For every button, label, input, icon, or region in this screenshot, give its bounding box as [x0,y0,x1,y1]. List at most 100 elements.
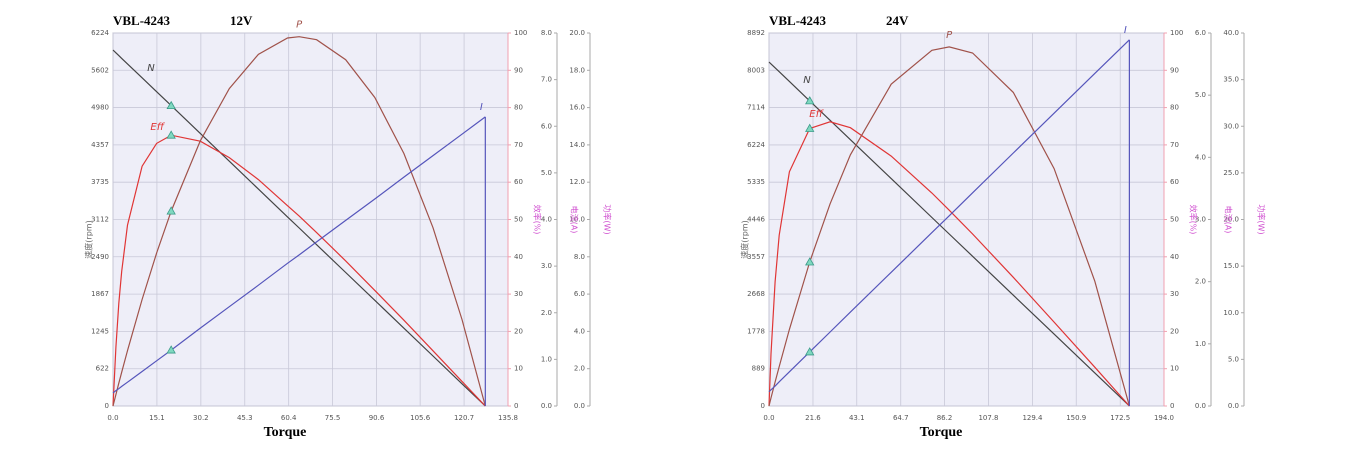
x-tick-label: 64.7 [893,414,909,422]
x-tick-label: 90.6 [369,414,385,422]
x-tick-label: 75.5 [325,414,341,422]
y4-tick-label: 12.0 [569,178,585,186]
x-tick-label: 43.1 [849,414,865,422]
y3-tick-label: 3.0 [541,262,552,270]
x-tick-label: 86.2 [937,414,953,422]
y4-tick-label: 10.0 [1223,309,1239,317]
y2-tick-label: 30 [1170,290,1179,298]
y4-tick-label: 16.0 [569,104,585,112]
marker [805,347,815,356]
y2-tick-label: 70 [514,141,523,149]
axis-title: 功率(W) [603,204,613,234]
series-line [112,36,486,407]
y-tick-label: 3557 [747,253,765,261]
y4-tick-label: 20.0 [1223,216,1239,224]
y4-tick-label: 18.0 [569,66,585,74]
y2-tick-label: 40 [514,253,523,261]
y-tick-label: 0 [761,402,765,410]
y-tick-label: 1867 [91,290,109,298]
y-tick-label: 8892 [747,29,765,37]
marker [805,96,815,105]
series-label: I [480,102,483,113]
chart-title: VBL-4243 [769,13,827,28]
series-label: Eff [150,122,165,133]
series-line [112,116,486,394]
series-label: N [147,63,155,74]
y4-tick-label: 35.0 [1223,76,1239,84]
marker [166,130,176,139]
y-axis-title: 速度(rpm) [84,220,94,258]
y3-tick-label: 0.0 [1195,402,1206,410]
chart-subtitle: 24V [886,13,909,28]
y3-tick-label: 1.0 [541,355,552,363]
y3-tick-label: 5.0 [541,169,552,177]
x-tick-label: 105.6 [410,414,431,422]
y4-tick-label: 20.0 [569,29,585,37]
y3-tick-label: 5.0 [1195,91,1206,99]
y2-tick-label: 50 [514,216,523,224]
y2-tick-label: 90 [1170,66,1179,74]
x-tick-label: 0.0 [107,414,118,422]
y4-tick-label: 8.0 [574,253,585,261]
y-tick-label: 6224 [747,141,765,149]
y-tick-label: 4357 [91,141,109,149]
y2-tick-label: 70 [1170,141,1179,149]
y2-tick-label: 10 [514,365,523,373]
chart: 0.0 15.1 30.2 45.3 60.4 75.5 90.6 105.6 120.7 135… [84,13,613,440]
y3-tick-label: 3.0 [1195,216,1206,224]
x-tick-label: 15.1 [149,414,165,422]
x-tick-label: 60.4 [281,414,297,422]
y4-tick-label: 0.0 [1228,402,1239,410]
x-tick-label: 120.7 [454,414,474,422]
x-tick-label: 129.4 [1022,414,1043,422]
y4-tick-label: 40.0 [1223,29,1239,37]
y4-tick-label: 2.0 [574,365,585,373]
y-tick-label: 3735 [91,178,109,186]
x-tick-label: 45.3 [237,414,253,422]
axis-title: 电流(A) [1224,206,1234,234]
y-tick-label: 3112 [91,216,109,224]
series-label: P [946,30,953,41]
series-line [768,61,1130,407]
axis-title: 效率(%) [1189,205,1199,235]
series-label: P [296,20,303,31]
y2-tick-label: 20 [514,327,523,335]
x-tick-label: 21.6 [805,414,821,422]
series-line [768,46,1130,407]
series-label: I [1124,25,1127,36]
y3-tick-label: 1.0 [1195,340,1206,348]
y4-tick-label: 14.0 [569,141,585,149]
y2-tick-label: 80 [1170,104,1179,112]
series-line [768,39,1130,393]
y-tick-label: 1778 [747,327,765,335]
marker [805,257,815,266]
y2-tick-label: 50 [1170,216,1179,224]
series-label: N [803,75,811,86]
marker [166,100,176,110]
y4-tick-label: 4.0 [574,327,585,335]
y3-tick-label: 2.0 [541,309,552,317]
x-axis-title: Torque [920,425,963,440]
y-tick-label: 2490 [91,253,109,261]
y-tick-label: 622 [96,365,109,373]
y2-tick-label: 100 [1170,29,1183,37]
y-tick-label: 2668 [747,290,765,298]
series-line [112,49,486,407]
axis-title: 效率(%) [533,205,543,235]
y3-tick-label: 4.0 [1195,153,1206,161]
y4-tick-label: 10.0 [569,216,585,224]
marker [166,206,176,215]
x-axis-title: Torque [264,425,307,440]
y4-tick-label: 0.0 [574,402,585,410]
chart-subtitle: 12V [230,13,253,28]
y-tick-label: 5602 [91,66,109,74]
series-line [768,121,1130,407]
series-label: Eff [809,109,824,120]
y3-tick-label: 6.0 [1195,29,1206,37]
x-tick-label: 172.5 [1110,414,1130,422]
x-tick-label: 194.0 [1154,414,1174,422]
y2-tick-label: 90 [514,66,523,74]
x-tick-label: 0.0 [763,414,774,422]
axis-title: 电流(A) [570,206,580,234]
